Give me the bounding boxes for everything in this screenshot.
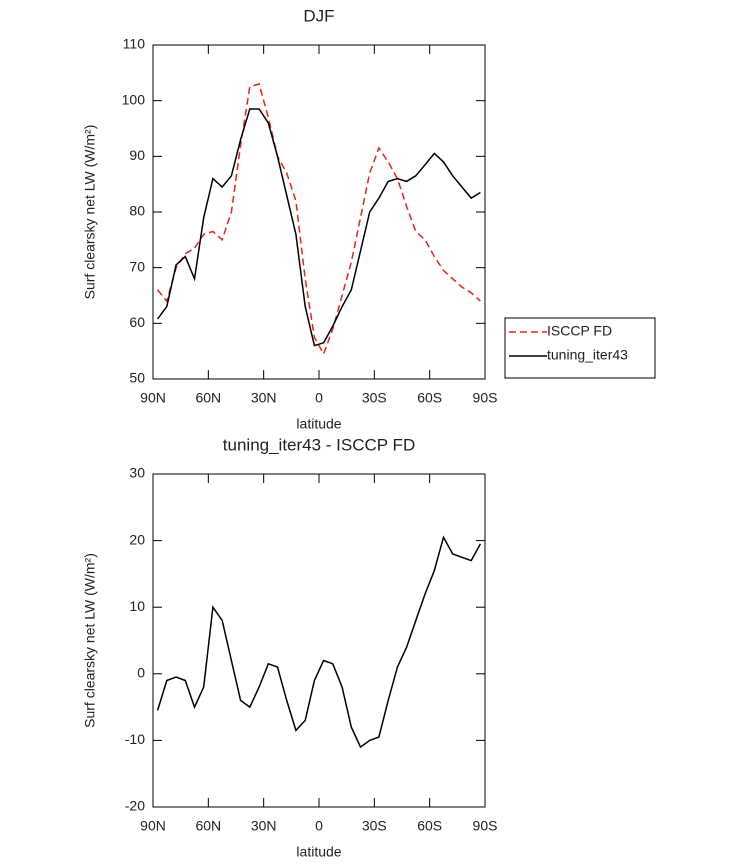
x-tick-label: 60N	[195, 818, 221, 834]
y-tick-label: 10	[129, 598, 145, 614]
y-tick-label: 50	[129, 370, 145, 386]
y-tick-label: 100	[122, 91, 146, 107]
plot-frame	[152, 473, 486, 808]
y-tick-label: 70	[129, 258, 145, 274]
x-tick-label: 30N	[251, 390, 277, 406]
y-tick-label: -10	[125, 731, 145, 747]
x-tick-label: 30S	[362, 390, 387, 406]
y-tick-label: 0	[137, 665, 145, 681]
x-tick-label: 90N	[140, 390, 166, 406]
x-tick-label: 60S	[417, 818, 442, 834]
x-tick-label: 90N	[140, 818, 166, 834]
x-tick-label: 0	[315, 818, 323, 834]
chart-title: DJF	[303, 6, 334, 25]
y-tick-label: 80	[129, 203, 145, 219]
plot-frame	[152, 44, 486, 380]
x-tick-label: 90S	[473, 390, 498, 406]
data-line	[157, 83, 481, 356]
chart-title: tuning_iter43 - ISCCP FD	[223, 435, 415, 454]
data-line	[156, 108, 481, 347]
x-tick-label: 60N	[195, 390, 221, 406]
y-tick-label: 60	[129, 314, 145, 330]
x-tick-label: 60S	[417, 390, 442, 406]
legend-label: ISCCP FD	[547, 323, 612, 339]
x-axis-label: latitude	[296, 844, 341, 860]
y-tick-label: 30	[129, 465, 145, 481]
x-tick-label: 30S	[362, 818, 387, 834]
legend-box	[504, 317, 656, 379]
y-tick-label: 20	[129, 531, 145, 547]
x-axis-label: latitude	[296, 416, 341, 432]
y-tick-label: 90	[129, 147, 145, 163]
y-tick-label: 110	[123, 36, 146, 52]
y-axis-label: Surf clearsky net LW (W/m²)	[82, 553, 98, 728]
y-tick-label: -20	[125, 798, 145, 814]
x-tick-label: 0	[315, 390, 323, 406]
x-tick-label: 30N	[251, 818, 277, 834]
data-line	[156, 535, 482, 749]
y-axis-label: Surf clearsky net LW (W/m²)	[82, 125, 98, 300]
x-tick-label: 90S	[473, 818, 498, 834]
legend-label: tuning_iter43	[547, 347, 628, 363]
